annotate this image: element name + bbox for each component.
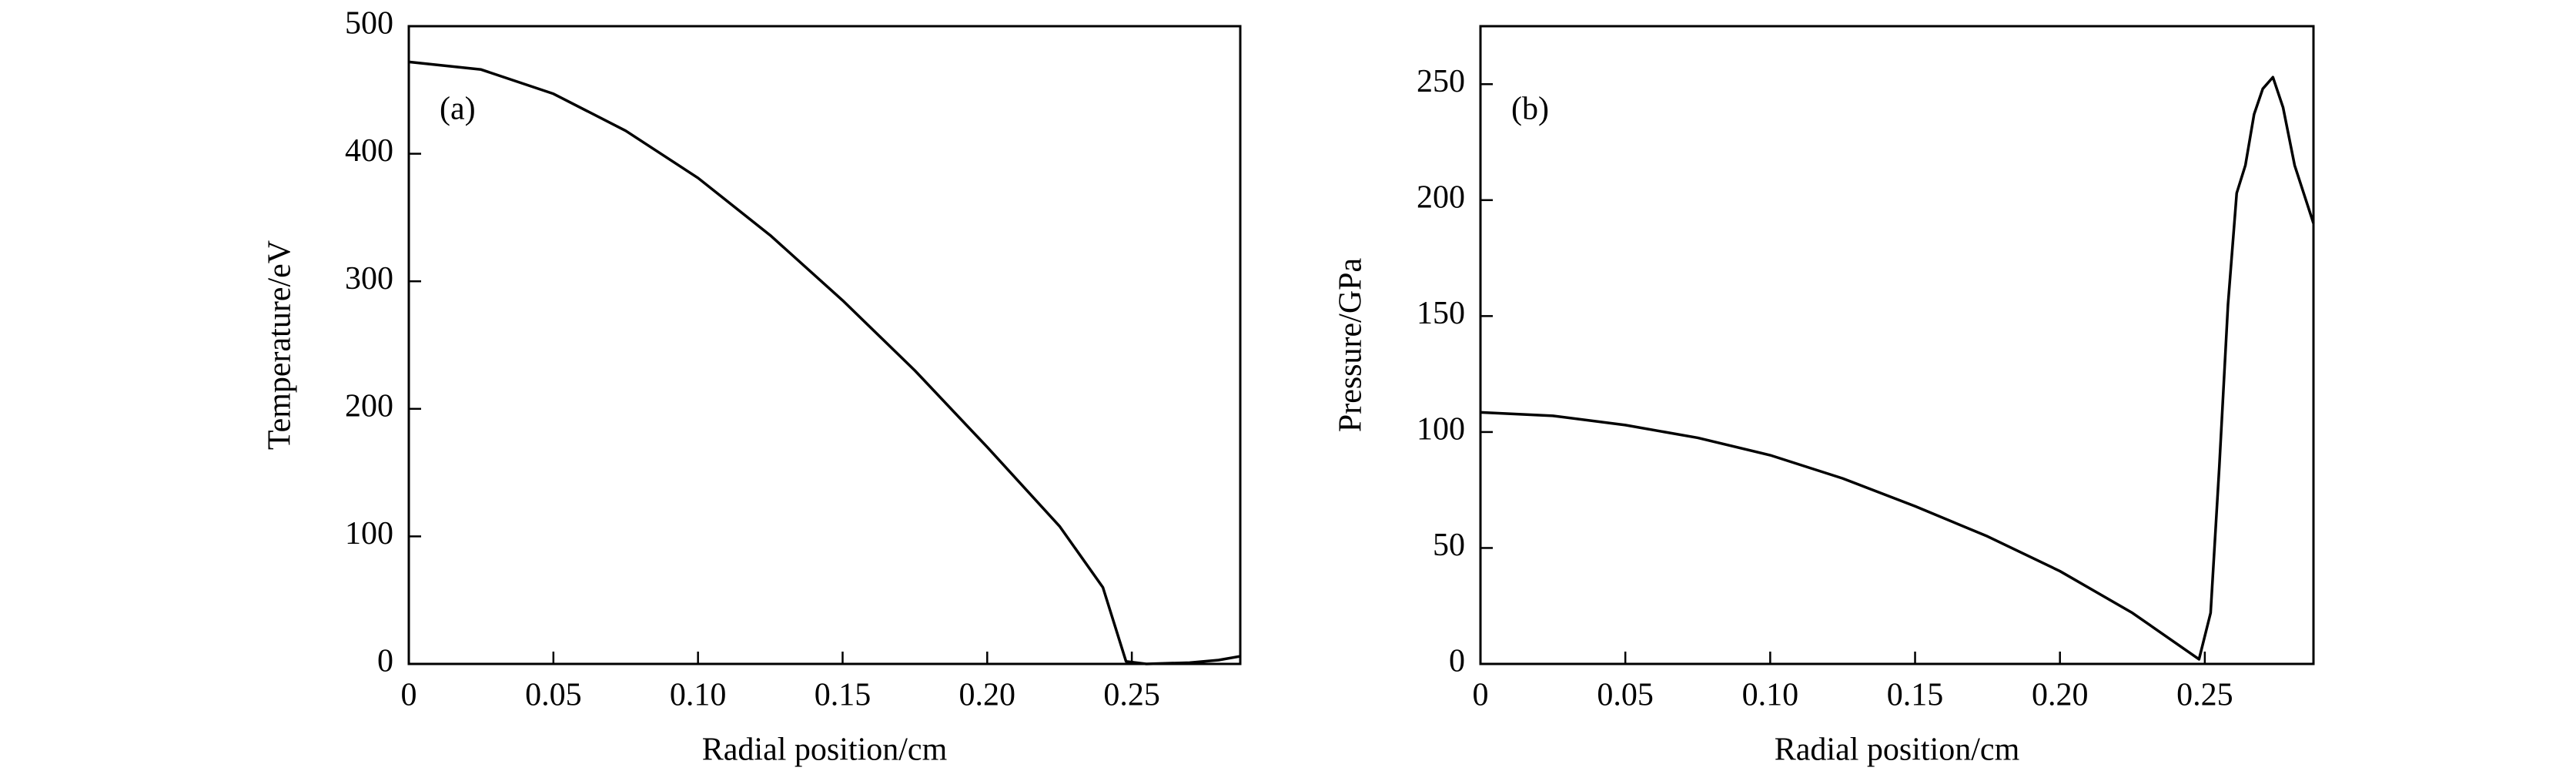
y-tick-label: 0 [377, 644, 393, 679]
x-tick-label: 0.25 [1103, 678, 1160, 713]
y-tick-label: 400 [345, 133, 393, 169]
y-axis-label: Pressure/GPa [1333, 257, 1369, 432]
y-tick-label: 150 [1417, 296, 1465, 331]
x-tick-label: 0.20 [959, 678, 1016, 713]
x-tick-label: 0.20 [2032, 678, 2089, 713]
x-tick-label: 0.15 [815, 678, 871, 713]
y-tick-label: 0 [1449, 644, 1465, 679]
x-tick-label: 0.15 [1887, 678, 1944, 713]
y-tick-label: 300 [345, 261, 393, 297]
y-tick-label: 200 [345, 388, 393, 424]
plot-frame [1479, 25, 2315, 665]
x-tick-label: 0 [1473, 678, 1489, 713]
x-tick-label: 0.05 [525, 678, 582, 713]
data-line [1480, 75, 2315, 661]
y-tick-label: 100 [1417, 412, 1465, 447]
x-tick-label: 0.10 [1742, 678, 1799, 713]
x-axis-label: Radial position/cm [702, 732, 948, 768]
data-line [408, 60, 1241, 665]
x-tick-label: 0 [401, 678, 417, 713]
y-tick-label: 500 [345, 6, 393, 42]
y-axis-label: Temperature/eV [263, 240, 298, 450]
plot-frame [407, 25, 1242, 665]
x-tick-label: 0.25 [2176, 678, 2233, 713]
x-axis-label: Radial position/cm [1775, 732, 2020, 768]
panel-label: (a) [440, 92, 476, 127]
y-tick-label: 250 [1417, 64, 1465, 99]
y-tick-label: 50 [1433, 528, 1465, 563]
y-tick-label: 200 [1417, 179, 1465, 215]
y-tick-label: 100 [345, 516, 393, 551]
x-tick-label: 0.05 [1597, 678, 1654, 713]
x-tick-label: 0.10 [670, 678, 727, 713]
panel-label: (b) [1511, 92, 1549, 127]
